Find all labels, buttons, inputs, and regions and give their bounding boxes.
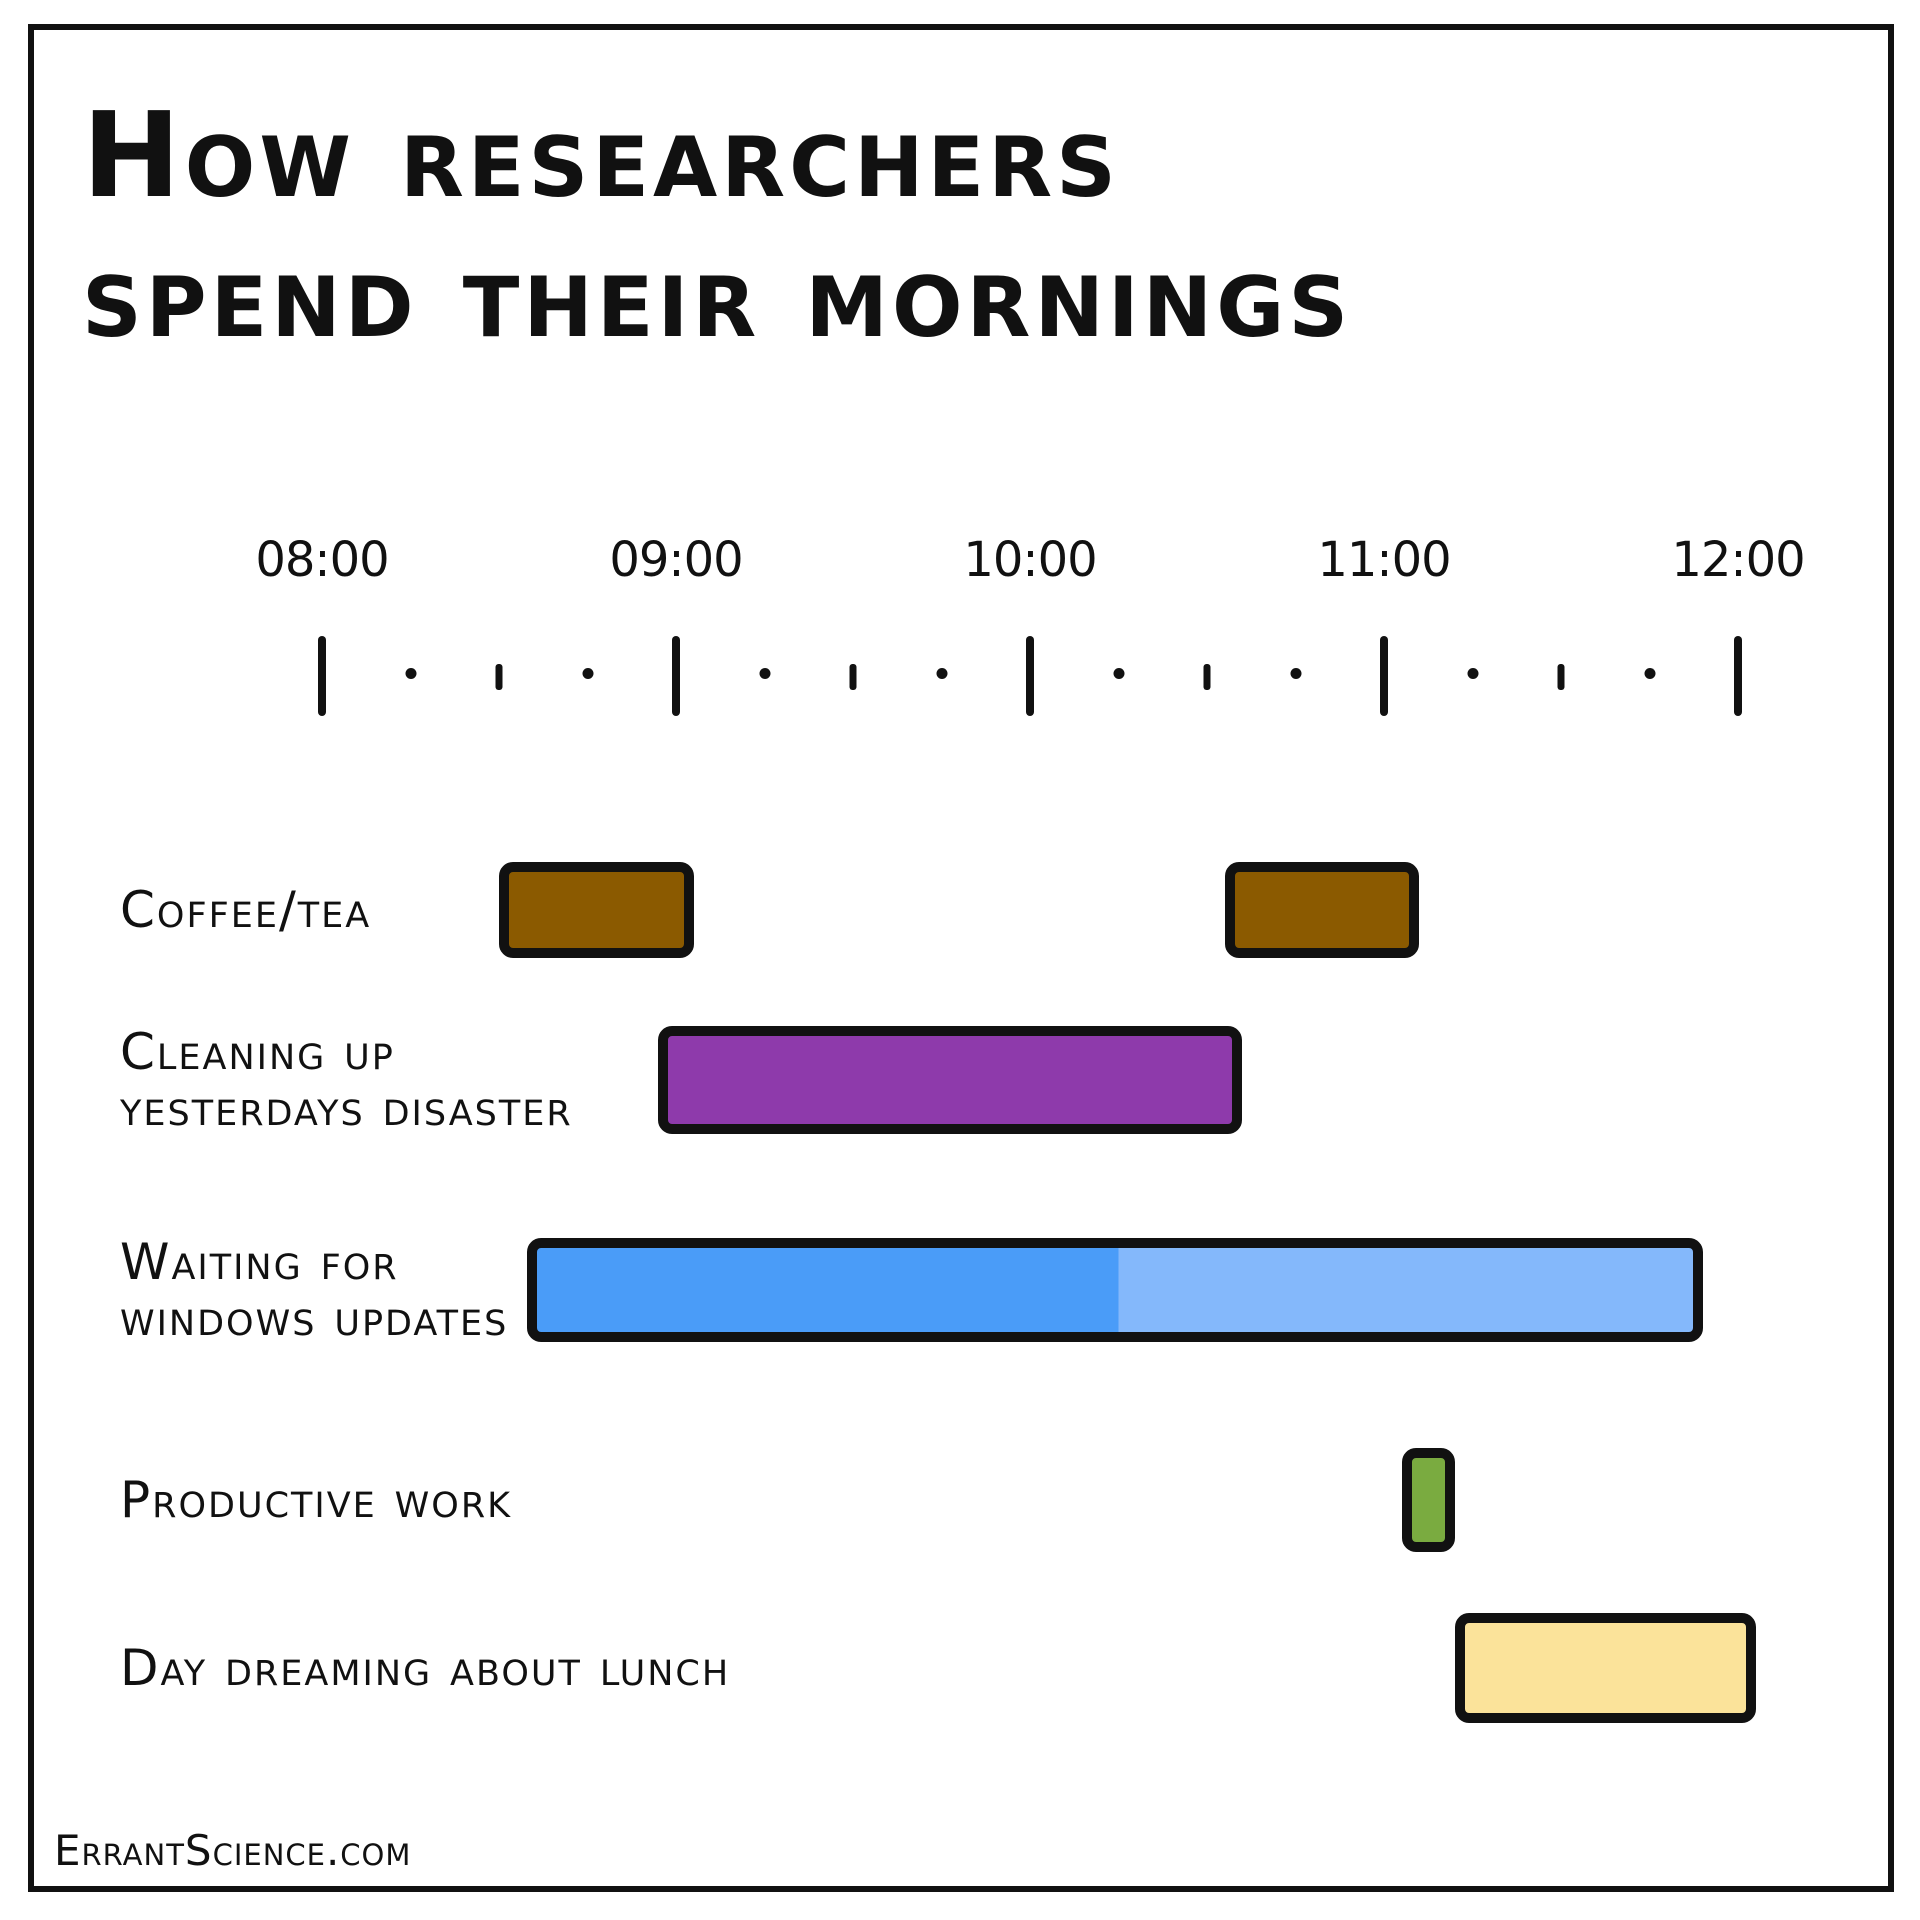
minor-tick-dot (1113, 668, 1124, 679)
activity-bar (527, 1238, 1703, 1342)
row-label-line: Day dreaming about lunch (120, 1639, 731, 1697)
row-label: Productive work (120, 1472, 512, 1528)
chart-title-line-1: How researchers (82, 86, 1120, 224)
major-tick (1026, 636, 1034, 716)
row-label: Day dreaming about lunch (120, 1640, 730, 1696)
activity-bar (1454, 1613, 1756, 1723)
minor-tick-dot (1644, 668, 1655, 679)
row-label-line: Coffee/tea (120, 881, 372, 939)
minor-tick-dot (936, 668, 947, 679)
row-label-line: Cleaning up (120, 1023, 395, 1081)
minor-tick-dot (759, 668, 770, 679)
minor-tick (849, 664, 857, 690)
minor-tick-dot (1290, 668, 1301, 679)
site-credit: ErrantScience.com (54, 1826, 412, 1875)
tick-label: 08:00 (255, 532, 389, 588)
minor-tick-dot (582, 668, 593, 679)
minor-tick-dot (405, 668, 416, 679)
row-label-line: Waiting for (120, 1233, 399, 1291)
chart-title-line-2: spend their mornings (82, 226, 1353, 364)
row-label-line: yesterdays disaster (120, 1079, 573, 1137)
row-label: Waiting for windows updates (120, 1234, 508, 1346)
minor-tick (1557, 664, 1565, 690)
tick-label: 12:00 (1671, 532, 1805, 588)
minor-tick-dot (1467, 668, 1478, 679)
major-tick (318, 636, 326, 716)
row-label: Cleaning up yesterdays disaster (120, 1024, 573, 1136)
activity-bar (1401, 1448, 1455, 1552)
tick-label: 09:00 (609, 532, 743, 588)
activity-bar (1224, 862, 1420, 958)
tick-label: 10:00 (963, 532, 1097, 588)
row-label-line: Productive work (120, 1471, 513, 1529)
row-label: Coffee/tea (120, 882, 371, 938)
major-tick (672, 636, 680, 716)
major-tick (1380, 636, 1388, 716)
activity-bar (499, 862, 694, 958)
minor-tick (495, 664, 503, 690)
minor-tick (1203, 664, 1211, 690)
activity-bar (658, 1026, 1243, 1134)
major-tick (1734, 636, 1742, 716)
comic-frame (28, 24, 1894, 1892)
tick-label: 11:00 (1317, 532, 1451, 588)
row-label-line: windows updates (120, 1289, 509, 1347)
